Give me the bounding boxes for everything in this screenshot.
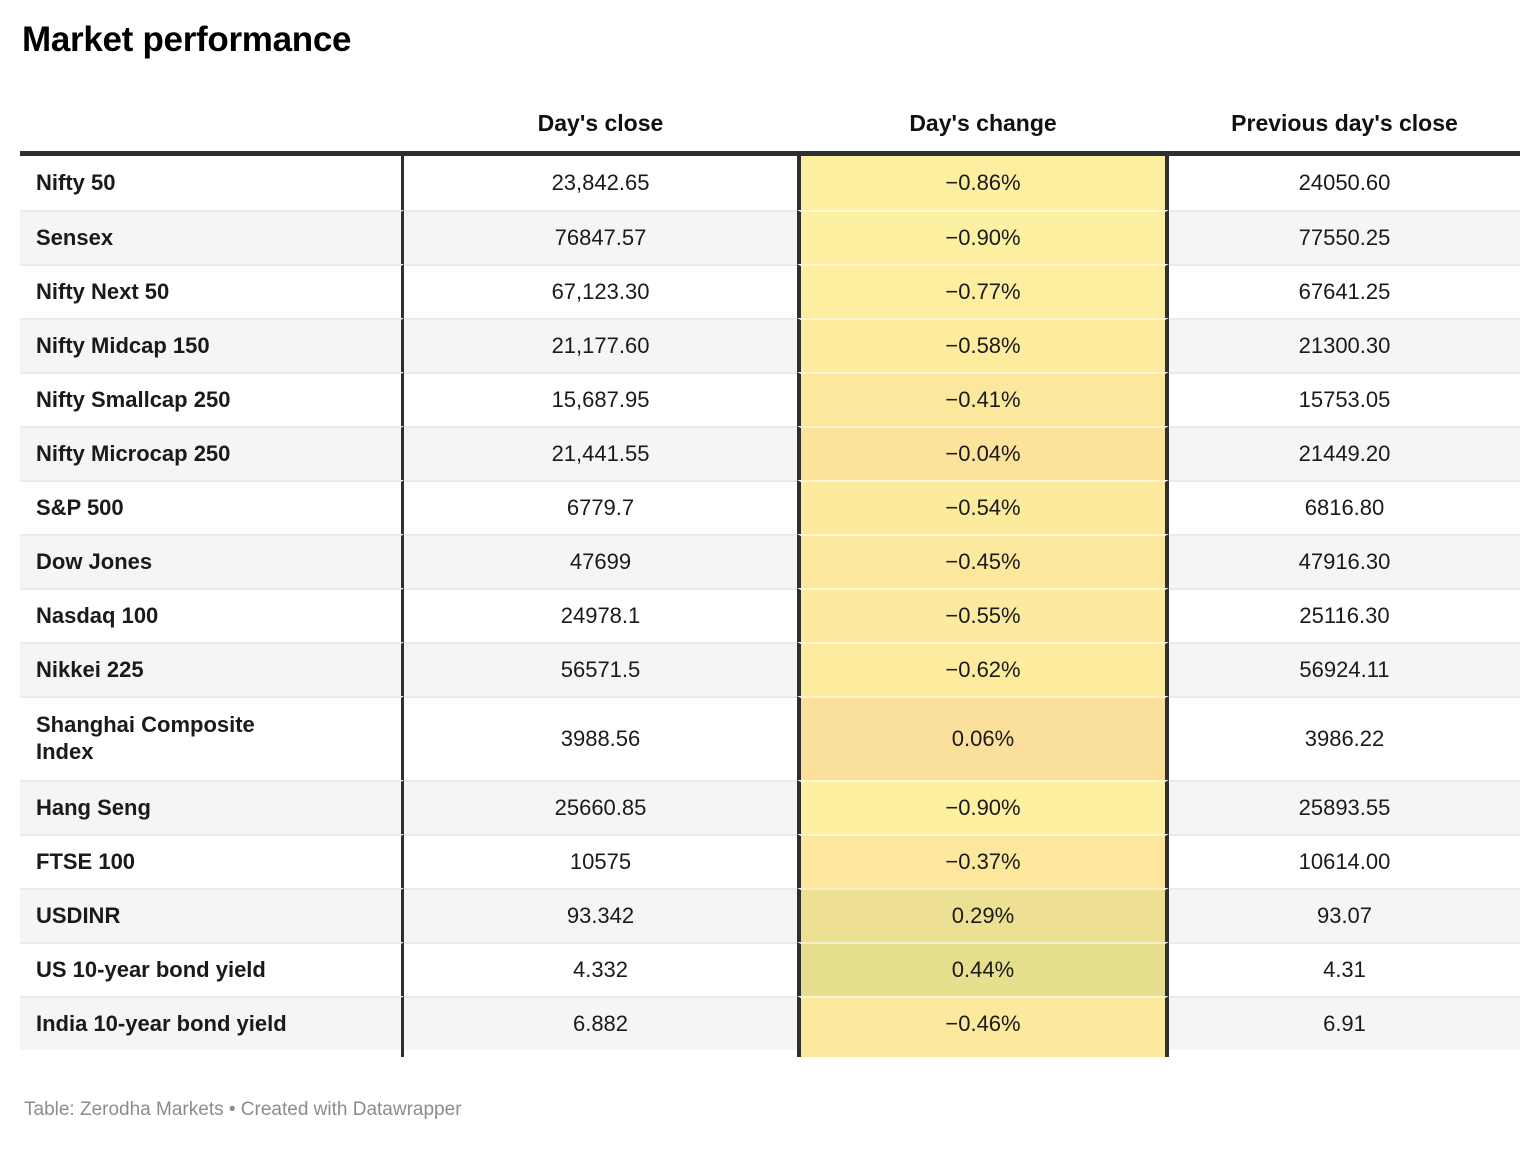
prev-close-value: 47916.30 (1169, 534, 1520, 588)
table-row: USDINR 93.342 0.29% 93.07 (20, 888, 1520, 942)
table-row: Nasdaq 100 24978.1 −0.55% 25116.30 (20, 588, 1520, 642)
days-close-value: 47699 (404, 534, 797, 588)
change-cell: 0.44% (797, 942, 1169, 996)
prev-close-value: 21300.30 (1169, 318, 1520, 372)
change-cell: −0.90% (797, 780, 1169, 834)
change-cell: −0.62% (797, 642, 1169, 696)
days-close-value: 25660.85 (404, 780, 797, 834)
change-cell: −0.86% (797, 156, 1169, 210)
prev-close-value: 10614.00 (1169, 834, 1520, 888)
days-close-value: 21,441.55 (404, 426, 797, 480)
table-row: FTSE 100 10575 −0.37% 10614.00 (20, 834, 1520, 888)
header-days-change: Day's change (909, 110, 1057, 136)
change-cell: −0.54% (797, 480, 1169, 534)
row-label: India 10-year bond yield (20, 996, 404, 1050)
row-label: USDINR (20, 888, 404, 942)
days-close-value: 3988.56 (404, 696, 797, 780)
prev-close-value: 77550.25 (1169, 210, 1520, 264)
prev-close-value: 15753.05 (1169, 372, 1520, 426)
change-cell: 0.29% (797, 888, 1169, 942)
tail-prev-column (1169, 1050, 1520, 1057)
row-label: FTSE 100 (20, 834, 404, 888)
row-label: Nifty Midcap 150 (20, 318, 404, 372)
table-body: Nifty 50 23,842.65 −0.86% 24050.60 Sense… (20, 156, 1520, 1050)
attribution-footer: Table: Zerodha Markets • Created with Da… (24, 1099, 462, 1120)
days-close-value: 21,177.60 (404, 318, 797, 372)
tail-change-column (797, 1050, 1169, 1057)
tail-label-column (20, 1050, 404, 1057)
days-close-value: 15,687.95 (404, 372, 797, 426)
row-label: Nifty Next 50 (20, 264, 404, 318)
table-row: Nifty Microcap 250 21,441.55 −0.04% 2144… (20, 426, 1520, 480)
table-row: Nifty Next 50 67,123.30 −0.77% 67641.25 (20, 264, 1520, 318)
row-label: Nikkei 225 (20, 642, 404, 696)
prev-close-value: 3986.22 (1169, 696, 1520, 780)
change-cell: −0.04% (797, 426, 1169, 480)
days-close-value: 93.342 (404, 888, 797, 942)
change-cell: −0.45% (797, 534, 1169, 588)
days-close-value: 24978.1 (404, 588, 797, 642)
change-cell: −0.90% (797, 210, 1169, 264)
row-label: Nifty 50 (20, 156, 404, 210)
table-row: Nifty Midcap 150 21,177.60 −0.58% 21300.… (20, 318, 1520, 372)
table-row: Shanghai Composite Index 3988.56 0.06% 3… (20, 696, 1520, 780)
row-label: Nifty Smallcap 250 (20, 372, 404, 426)
table-row: Hang Seng 25660.85 −0.90% 25893.55 (20, 780, 1520, 834)
days-close-value: 4.332 (404, 942, 797, 996)
days-close-value: 76847.57 (404, 210, 797, 264)
prev-close-value: 93.07 (1169, 888, 1520, 942)
change-cell: −0.55% (797, 588, 1169, 642)
row-label: Shanghai Composite Index (20, 696, 404, 780)
table-row: Nifty Smallcap 250 15,687.95 −0.41% 1575… (20, 372, 1520, 426)
table-row: Dow Jones 47699 −0.45% 47916.30 (20, 534, 1520, 588)
table-row: Sensex 76847.57 −0.90% 77550.25 (20, 210, 1520, 264)
prev-close-value: 25893.55 (1169, 780, 1520, 834)
days-close-value: 56571.5 (404, 642, 797, 696)
header-label-column (20, 137, 404, 151)
table-row: Nikkei 225 56571.5 −0.62% 56924.11 (20, 642, 1520, 696)
row-label: Dow Jones (20, 534, 404, 588)
table-row: S&P 500 6779.7 −0.54% 6816.80 (20, 480, 1520, 534)
row-label: Nasdaq 100 (20, 588, 404, 642)
days-close-value: 23,842.65 (404, 156, 797, 210)
table-row: Nifty 50 23,842.65 −0.86% 24050.60 (20, 156, 1520, 210)
days-close-value: 6.882 (404, 996, 797, 1050)
change-cell: −0.41% (797, 372, 1169, 426)
prev-close-value: 56924.11 (1169, 642, 1520, 696)
row-label: Hang Seng (20, 780, 404, 834)
prev-close-value: 6.91 (1169, 996, 1520, 1050)
table-row: US 10-year bond yield 4.332 0.44% 4.31 (20, 942, 1520, 996)
days-close-value: 6779.7 (404, 480, 797, 534)
market-performance-table-page: Market performance Day's close Day's cha… (20, 0, 1520, 1121)
change-cell: −0.37% (797, 834, 1169, 888)
change-cell: 0.06% (797, 696, 1169, 780)
prev-close-value: 6816.80 (1169, 480, 1520, 534)
prev-close-value: 21449.20 (1169, 426, 1520, 480)
row-label: US 10-year bond yield (20, 942, 404, 996)
change-cell: −0.58% (797, 318, 1169, 372)
table-row: India 10-year bond yield 6.882 −0.46% 6.… (20, 996, 1520, 1050)
page-title: Market performance (22, 20, 352, 59)
change-cell: −0.77% (797, 264, 1169, 318)
row-label: S&P 500 (20, 480, 404, 534)
prev-close-value: 24050.60 (1169, 156, 1520, 210)
prev-close-value: 25116.30 (1169, 588, 1520, 642)
prev-close-value: 67641.25 (1169, 264, 1520, 318)
table-bottom-tail (20, 1050, 1520, 1057)
days-close-value: 67,123.30 (404, 264, 797, 318)
change-cell: −0.46% (797, 996, 1169, 1050)
row-label: Sensex (20, 210, 404, 264)
header-days-close: Day's close (537, 110, 664, 136)
row-label: Nifty Microcap 250 (20, 426, 404, 480)
header-previous-days-close: Previous day's close (1231, 110, 1458, 136)
days-close-value: 10575 (404, 834, 797, 888)
prev-close-value: 4.31 (1169, 942, 1520, 996)
table-header-row: Day's close Day's change Previous day's … (20, 60, 1520, 156)
tail-close-column (404, 1050, 797, 1057)
